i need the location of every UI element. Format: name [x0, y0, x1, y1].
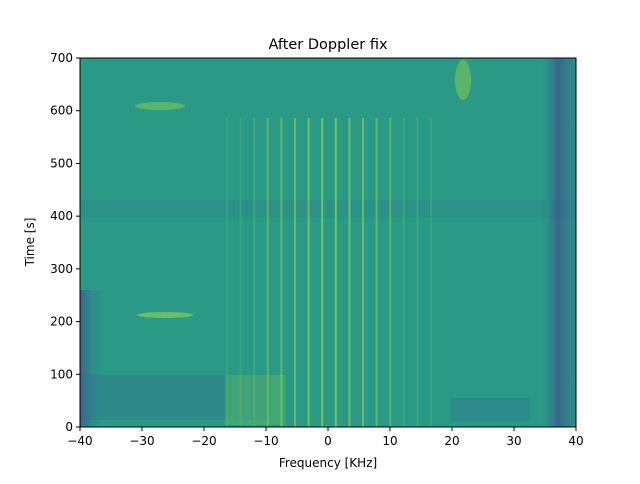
- y-axis-label: Time [s]: [23, 218, 37, 268]
- x-tick-label: −40: [67, 434, 92, 448]
- y-tick-label: 600: [50, 104, 73, 118]
- spectral-line: [416, 118, 419, 427]
- y-tick-label: 700: [50, 51, 73, 65]
- y-tick-label: 200: [50, 315, 73, 329]
- spectral-line: [266, 118, 269, 427]
- spectral-line: [348, 118, 351, 427]
- spectral-line: [294, 118, 296, 427]
- x-tick-label: 20: [444, 434, 459, 448]
- spectral-line: [280, 118, 283, 427]
- y-tick-label: 100: [50, 367, 73, 381]
- x-tick-label: 40: [568, 434, 583, 448]
- spectral-line: [389, 118, 392, 427]
- heatmap-image: [80, 58, 576, 427]
- x-tick-label: −30: [129, 434, 154, 448]
- x-axis-label: Frequency [KHz]: [279, 456, 377, 470]
- x-tick-label: −20: [191, 434, 216, 448]
- spectral-line: [253, 118, 256, 427]
- y-tick-label: 0: [65, 420, 73, 434]
- spectral-line: [402, 118, 405, 427]
- y-tick-label: 500: [50, 156, 73, 170]
- spectral-line: [307, 118, 310, 427]
- spectral-line: [334, 118, 337, 427]
- y-tick-label: 300: [50, 262, 73, 276]
- spectral-line: [321, 118, 324, 427]
- spectral-line: [239, 118, 242, 427]
- y-tick-label: 400: [50, 209, 73, 223]
- spectral-line: [375, 118, 378, 427]
- x-tick-label: 10: [382, 434, 397, 448]
- chart-title: After Doppler fix: [268, 37, 388, 53]
- x-tick-label: 0: [324, 434, 332, 448]
- spectral-line: [362, 118, 364, 427]
- spectral-line: [226, 118, 228, 427]
- x-tick-label: −10: [253, 434, 278, 448]
- spectral-line: [430, 118, 432, 427]
- x-tick-label: 30: [506, 434, 521, 448]
